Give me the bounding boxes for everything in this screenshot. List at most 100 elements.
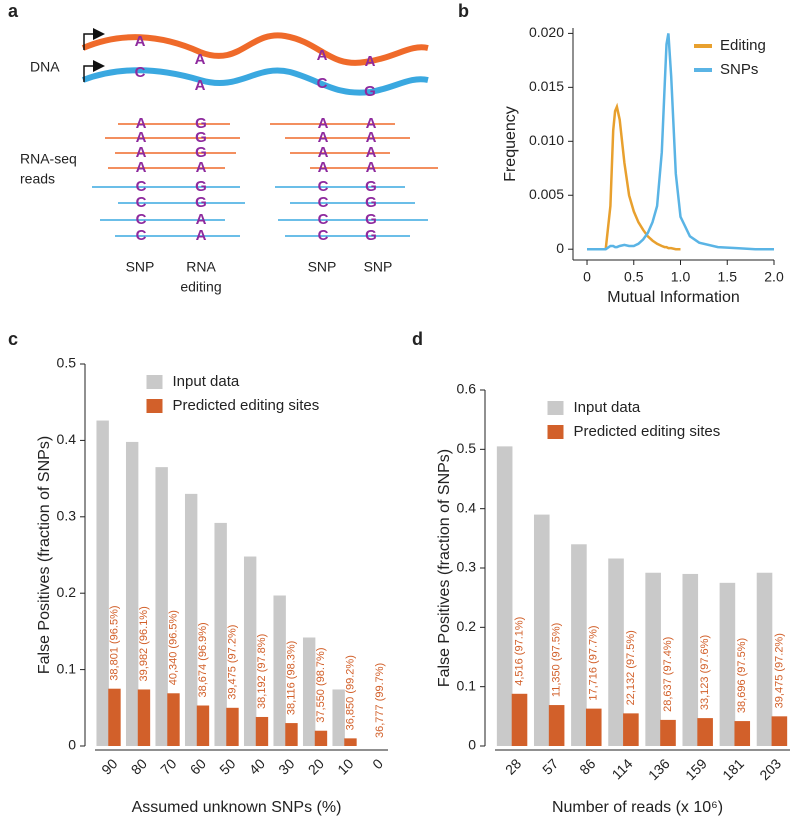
bar (214, 522, 227, 746)
bar-annotation: 39,475 (97.2%) (226, 625, 238, 700)
y-tick-label: 0.3 (457, 559, 477, 575)
x-axis-title: Mutual Information (607, 289, 740, 306)
y-tick-label: 0.005 (529, 186, 564, 202)
panel-label: c (8, 329, 18, 349)
legend-label: Input data (173, 373, 240, 390)
bar (302, 637, 316, 746)
y-tick-label: 0.5 (457, 440, 477, 456)
bar-annotation: 39,982 (96.1%) (138, 606, 150, 681)
y-tick-label: 0.020 (529, 24, 564, 40)
read-base: A (196, 159, 207, 176)
promoter-arrow (83, 28, 105, 50)
bar (756, 572, 773, 746)
x-tick-label: 28 (502, 755, 524, 777)
bar (771, 716, 788, 746)
read-base: C (318, 227, 329, 244)
bar-annotation: 40,340 (96.5%) (167, 610, 179, 685)
y-tick-label: 0.2 (457, 618, 477, 634)
x-tick-label: 114 (609, 755, 636, 782)
rna-label: RNA-seq (20, 151, 77, 167)
x-tick-label: 30 (275, 755, 297, 777)
x-tick-label: 70 (157, 755, 179, 777)
y-axis-title: False Positives (fraction of SNPs) (36, 436, 53, 674)
read-base: G (195, 144, 207, 161)
x-tick-label: 40 (246, 755, 268, 777)
dna-base: A (135, 33, 146, 50)
read-base: A (366, 129, 377, 146)
read-base: A (196, 227, 207, 244)
rna-label: reads (20, 171, 55, 187)
series-line (587, 33, 774, 251)
dna-base: A (365, 53, 376, 70)
bar (96, 420, 109, 746)
x-tick-label: 1.5 (718, 269, 738, 285)
x-tick-label: 86 (576, 755, 598, 777)
bar-annotation: 33,123 (97.6%) (699, 635, 711, 710)
dna-base: A (195, 51, 206, 68)
bar (125, 441, 139, 746)
bar (645, 572, 661, 746)
bar (734, 721, 751, 746)
bar (196, 705, 210, 746)
legend-label: SNPs (720, 61, 758, 78)
read-base: A (318, 144, 329, 161)
read-base: G (365, 194, 377, 211)
y-tick-label: 0.5 (57, 355, 77, 371)
bar-annotation: 38,696 (97.5%) (736, 638, 748, 713)
bar-annotation: 38,801 (96.5%) (108, 605, 120, 680)
panel-label: a (8, 1, 19, 21)
bar-annotation: 38,674 (96.9%) (197, 622, 209, 697)
panel-label: d (412, 329, 423, 349)
read-base: C (318, 194, 329, 211)
legend-label: Editing (720, 37, 766, 54)
y-tick-label: 0 (68, 737, 76, 753)
x-tick-label: 159 (682, 755, 710, 783)
y-axis-title: Frequency (502, 106, 519, 182)
x-tick-label: 50 (216, 755, 238, 777)
bar (533, 514, 550, 746)
bar-annotation: 37,550 (98.7%) (315, 648, 327, 723)
bar (623, 713, 639, 746)
bar (585, 708, 602, 746)
bar (682, 573, 699, 746)
legend-swatch (547, 401, 564, 415)
bar (226, 707, 239, 746)
x-tick-label: 90 (98, 755, 120, 777)
x-tick-label: 1.0 (671, 269, 691, 285)
panel-label: b (458, 1, 469, 21)
legend-swatch (146, 399, 163, 413)
read-base: C (136, 227, 147, 244)
bar (167, 693, 180, 746)
read-base: G (195, 115, 207, 132)
x-tick-label: 80 (128, 755, 150, 777)
read-base: G (195, 178, 207, 195)
y-tick-label: 0.010 (529, 132, 564, 148)
bar-annotation: 22,132 (97.5%) (625, 630, 637, 705)
read-base: A (318, 129, 329, 146)
y-tick-label: 0 (468, 737, 476, 753)
read-base: G (195, 129, 207, 146)
read-base: A (136, 115, 147, 132)
read-base: A (196, 211, 207, 228)
read-base: C (136, 194, 147, 211)
x-tick-label: 0.5 (624, 269, 644, 285)
y-tick-label: 0.2 (57, 584, 77, 600)
y-tick-label: 0.015 (529, 78, 564, 94)
bar (108, 688, 121, 746)
dna-strand (81, 32, 429, 66)
read-base: G (365, 227, 377, 244)
y-tick-label: 0.4 (57, 431, 77, 447)
dna-base: A (195, 77, 206, 94)
x-axis-title: Assumed unknown SNPs (%) (132, 799, 342, 816)
bar (285, 723, 298, 746)
bar (496, 446, 513, 746)
legend-swatch (547, 425, 564, 439)
bar (243, 556, 257, 746)
bar-annotation: 36,850 (99.2%) (344, 655, 356, 730)
bar (184, 493, 198, 746)
site-label: RNA (186, 259, 216, 275)
read-base: A (318, 159, 329, 176)
promoter-arrow (83, 60, 105, 82)
site-label: SNP (308, 259, 337, 275)
site-label: editing (180, 279, 221, 295)
